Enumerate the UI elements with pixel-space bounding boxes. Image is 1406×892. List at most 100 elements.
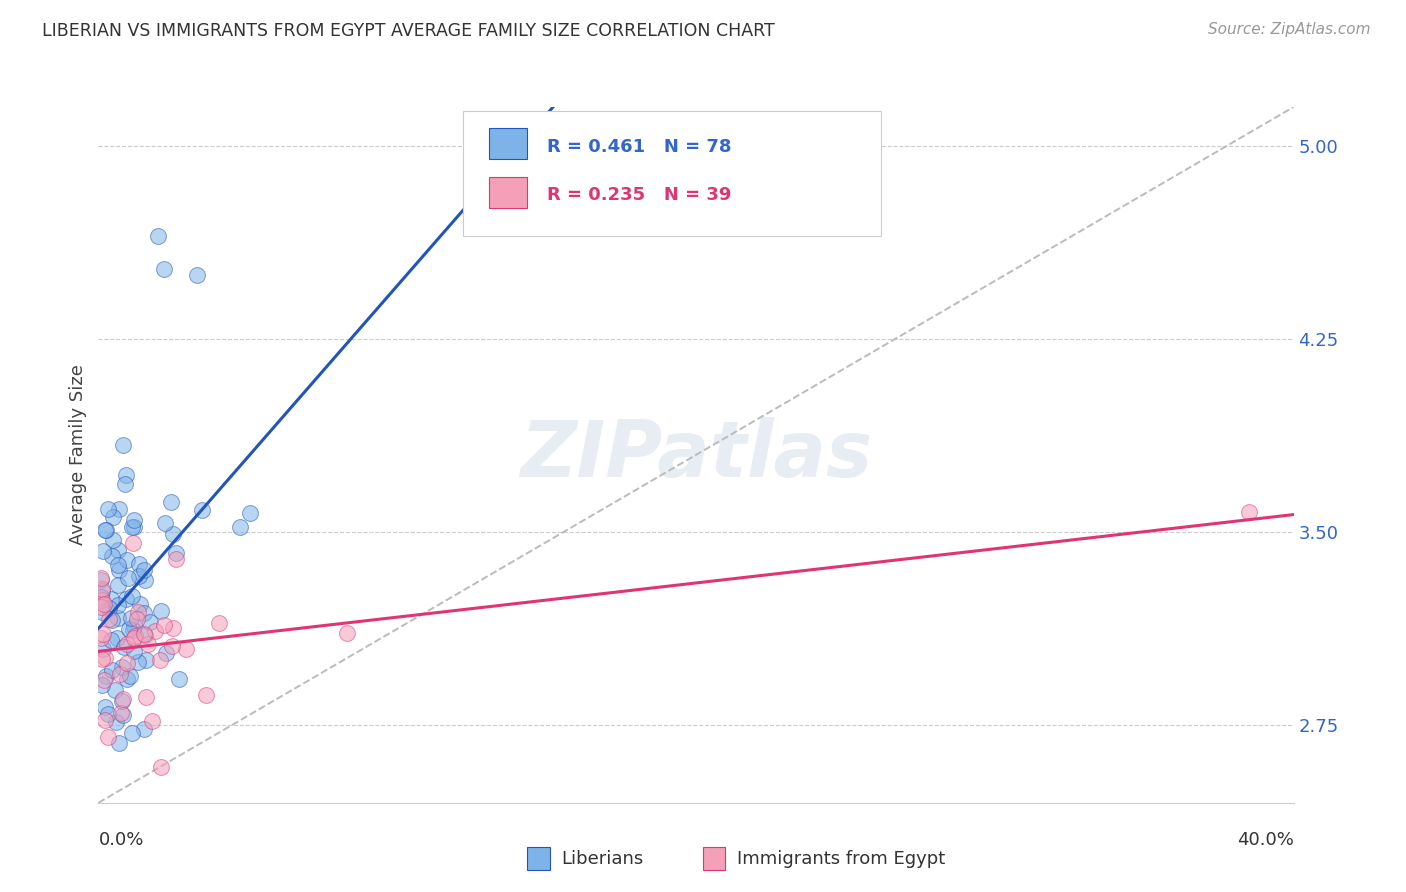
- Point: [134, 607, 156, 621]
- Point: [135, 690, 157, 704]
- Point: [107, 578, 129, 592]
- Point: [91, 678, 114, 692]
- Point: [112, 640, 135, 655]
- Point: [97, 600, 120, 615]
- Text: Immigrants from Egypt: Immigrants from Egypt: [737, 849, 945, 868]
- Point: [122, 513, 145, 527]
- Point: [93, 597, 115, 611]
- Point: [149, 760, 172, 774]
- Point: [186, 268, 208, 282]
- Point: [91, 641, 114, 656]
- Point: [239, 506, 262, 520]
- Point: [153, 262, 176, 277]
- Point: [176, 642, 198, 657]
- Point: [111, 660, 134, 674]
- Point: [127, 606, 149, 620]
- Text: Source: ZipAtlas.com: Source: ZipAtlas.com: [1208, 22, 1371, 37]
- Point: [136, 637, 159, 651]
- Point: [132, 626, 155, 640]
- Point: [127, 655, 149, 669]
- Point: [134, 563, 156, 577]
- FancyBboxPatch shape: [489, 177, 527, 208]
- Point: [112, 708, 135, 723]
- Point: [91, 593, 114, 607]
- Point: [128, 597, 150, 611]
- Point: [118, 669, 141, 683]
- Text: Liberians: Liberians: [561, 849, 643, 868]
- Point: [90, 571, 112, 585]
- Point: [135, 653, 157, 667]
- Point: [134, 573, 156, 587]
- Point: [108, 667, 131, 681]
- Point: [165, 546, 187, 560]
- Point: [90, 605, 112, 619]
- Point: [90, 651, 112, 665]
- Point: [128, 569, 150, 583]
- Point: [94, 699, 117, 714]
- Point: [153, 516, 176, 531]
- Point: [165, 551, 187, 566]
- Point: [117, 571, 139, 585]
- Point: [103, 533, 125, 548]
- Text: LIBERIAN VS IMMIGRANTS FROM EGYPT AVERAGE FAMILY SIZE CORRELATION CHART: LIBERIAN VS IMMIGRANTS FROM EGYPT AVERAG…: [42, 22, 775, 40]
- Point: [91, 582, 114, 596]
- Point: [336, 626, 359, 640]
- Point: [96, 523, 118, 537]
- Point: [107, 542, 129, 557]
- Point: [143, 624, 166, 638]
- Point: [191, 502, 214, 516]
- Point: [101, 663, 124, 677]
- FancyBboxPatch shape: [463, 111, 882, 235]
- Point: [108, 736, 131, 750]
- Point: [132, 722, 155, 736]
- Point: [90, 600, 112, 615]
- Point: [90, 583, 112, 598]
- Point: [162, 621, 184, 635]
- Point: [114, 468, 136, 483]
- Point: [121, 520, 143, 534]
- Point: [111, 438, 134, 452]
- Text: 40.0%: 40.0%: [1237, 830, 1294, 848]
- Point: [90, 631, 112, 645]
- Point: [229, 520, 252, 534]
- Point: [139, 615, 162, 629]
- Point: [94, 651, 117, 665]
- Point: [114, 477, 136, 491]
- Point: [125, 612, 148, 626]
- Point: [97, 502, 120, 516]
- Point: [115, 672, 138, 686]
- Point: [118, 622, 141, 636]
- Point: [149, 653, 172, 667]
- Point: [122, 643, 145, 657]
- Point: [100, 592, 122, 607]
- FancyBboxPatch shape: [489, 128, 527, 159]
- Point: [115, 657, 138, 671]
- Text: R = 0.235   N = 39: R = 0.235 N = 39: [547, 186, 731, 204]
- Point: [141, 714, 163, 728]
- Point: [167, 672, 190, 686]
- Point: [115, 637, 138, 651]
- Point: [111, 694, 134, 708]
- Point: [100, 633, 122, 648]
- Point: [105, 632, 128, 646]
- Point: [97, 730, 120, 744]
- Point: [122, 623, 145, 637]
- Point: [159, 494, 181, 508]
- Point: [162, 527, 184, 541]
- Point: [195, 688, 218, 702]
- Point: [124, 629, 146, 643]
- Point: [91, 544, 114, 558]
- Point: [155, 646, 177, 660]
- Point: [90, 574, 112, 588]
- Point: [94, 668, 117, 682]
- Point: [115, 553, 138, 567]
- Text: R = 0.461   N = 78: R = 0.461 N = 78: [547, 137, 731, 156]
- Point: [93, 673, 115, 688]
- Point: [122, 535, 145, 549]
- Point: [148, 228, 170, 243]
- Point: [90, 590, 112, 604]
- Point: [121, 589, 143, 603]
- Point: [128, 558, 150, 572]
- Text: ZIPatlas: ZIPatlas: [520, 417, 872, 493]
- Point: [97, 707, 120, 722]
